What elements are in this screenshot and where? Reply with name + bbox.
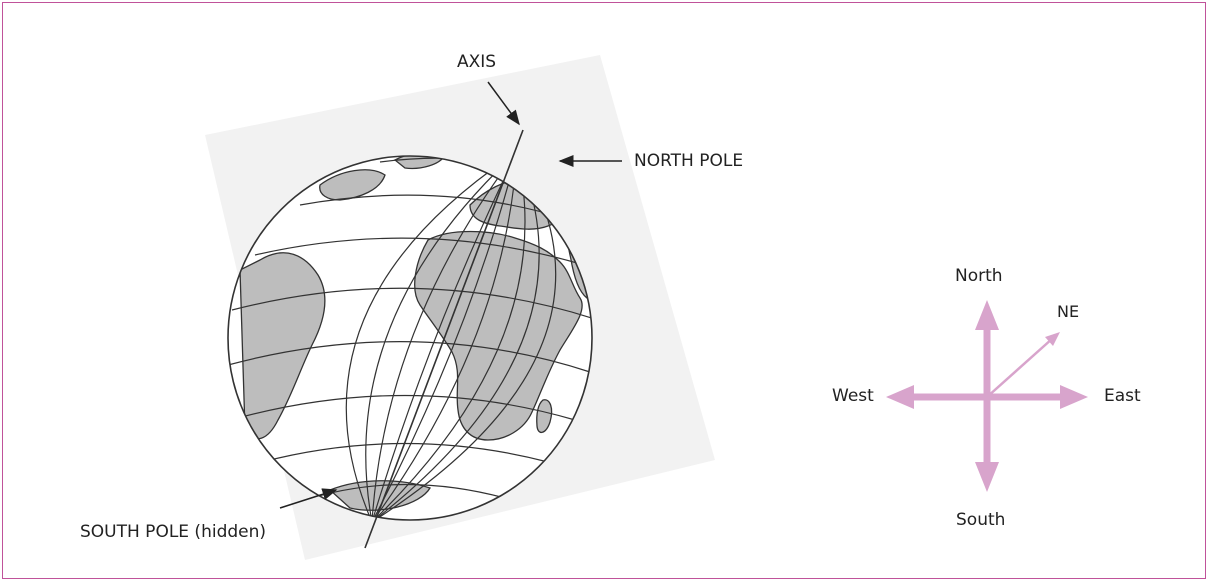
northeast-arrowhead <box>1045 332 1060 346</box>
south-pole-pointer-arrow <box>279 488 338 509</box>
compass-south-label: South <box>956 510 1006 530</box>
south-america-landmass <box>239 252 326 440</box>
africa-landmass <box>414 230 583 441</box>
compass-northeast-label: NE <box>1057 302 1080 321</box>
south-pole-label: SOUTH POLE (hidden) <box>80 522 267 542</box>
north-arrowhead <box>975 300 999 330</box>
meridians <box>345 156 557 520</box>
axis-label: AXIS <box>457 52 497 72</box>
compass-west-label: West <box>832 386 874 406</box>
east-arrowhead <box>1060 385 1088 409</box>
greenland-landmass <box>319 169 386 201</box>
north-pole-label: NORTH POLE <box>634 151 744 171</box>
axis-line <box>364 129 524 549</box>
compass-north-label: North <box>955 266 1003 286</box>
compass-east-label: East <box>1104 386 1141 406</box>
globe-outline <box>227 155 593 521</box>
west-arrowhead <box>886 385 914 409</box>
northeast-shaft <box>986 337 1054 398</box>
compass-rose <box>886 300 1088 492</box>
south-arrowhead <box>975 462 999 492</box>
axis-pointer-arrow <box>487 81 520 126</box>
parallels <box>228 157 592 501</box>
